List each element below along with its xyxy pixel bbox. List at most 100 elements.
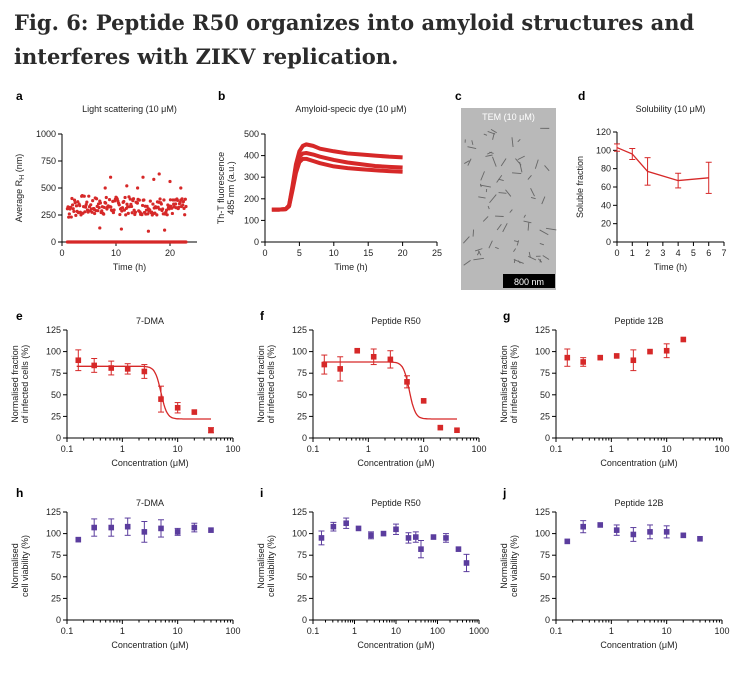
- y-tick-label: 50: [540, 390, 550, 400]
- data-point: [159, 202, 163, 206]
- y-tick-label: 0: [56, 615, 61, 625]
- data-point: [174, 202, 178, 206]
- fibril: [471, 140, 474, 145]
- y-tick-label: 500: [41, 183, 56, 193]
- data-point: [158, 525, 164, 532]
- panel-title: 7-DMA: [136, 498, 164, 508]
- data-point: [158, 396, 164, 402]
- y-axis-label: of infected cells (%): [20, 345, 30, 424]
- data-point: [177, 205, 181, 209]
- panel-i: i Peptide R50 0 25 50 75 100 125 0.1 1 10 100 1000 Co…: [256, 486, 489, 650]
- x-tick-label: 100: [430, 626, 445, 636]
- x-axis-label: Concentration (μM): [111, 640, 188, 650]
- fibril: [528, 251, 531, 258]
- data-point: [125, 202, 129, 206]
- data-point: [455, 546, 462, 552]
- data-point: [580, 523, 586, 530]
- x-tick-label: 1: [120, 626, 125, 636]
- fibril: [539, 242, 545, 246]
- data-point: [613, 527, 620, 533]
- x-tick-label: 100: [714, 626, 729, 636]
- data-point: [175, 198, 180, 203]
- fibril: [500, 158, 507, 167]
- x-tick-label: 100: [225, 626, 240, 636]
- data-point: [104, 195, 108, 200]
- data-point: [75, 536, 82, 543]
- panel-letter: g: [503, 309, 510, 323]
- data-point: [168, 198, 173, 202]
- fibril: [483, 133, 488, 136]
- x-tick-label: 0: [614, 248, 619, 258]
- y-tick-label: 125: [535, 507, 550, 517]
- y-tick-label: 75: [51, 550, 61, 560]
- y-tick-label: 200: [244, 194, 259, 204]
- data-point: [161, 207, 165, 211]
- data-point: [146, 212, 150, 216]
- x-tick-label: 1: [120, 444, 125, 454]
- data-point: [330, 523, 337, 530]
- y-axis-label: Normalised: [10, 543, 20, 589]
- fibril: [511, 137, 514, 148]
- y-tick-label: 25: [297, 593, 307, 603]
- data-point: [120, 206, 125, 210]
- data-point: [180, 197, 184, 201]
- y-tick-label: 0: [254, 237, 259, 247]
- data-point: [157, 207, 162, 211]
- data-point: [170, 211, 174, 216]
- y-tick-label: 0: [545, 433, 550, 443]
- data-point: [208, 527, 214, 533]
- data-point: [613, 353, 620, 359]
- data-point: [463, 560, 470, 566]
- data-point: [647, 529, 653, 535]
- data-point: [91, 199, 95, 203]
- x-tick-label: 15: [363, 248, 373, 258]
- y-tick-label: 0: [302, 433, 307, 443]
- fibril: [517, 260, 521, 264]
- fibril: [539, 259, 542, 263]
- y-axis-label-sub: H: [19, 175, 26, 180]
- y-tick-label: 100: [244, 215, 259, 225]
- data-point: [148, 199, 152, 203]
- x-tick-label: 10: [662, 626, 672, 636]
- fibril: [527, 222, 530, 231]
- x-tick-label: 10: [111, 248, 121, 258]
- panel-title: TEM (10 μM): [482, 112, 535, 122]
- y-tick-label: 0: [51, 237, 56, 247]
- data-point: [597, 522, 604, 528]
- data-point: [181, 203, 185, 207]
- data-point: [109, 205, 113, 209]
- data-point: [76, 200, 80, 204]
- data-point: [663, 529, 670, 535]
- fibril: [544, 165, 550, 172]
- data-point: [162, 198, 166, 202]
- y-axis-label: Normalised fraction: [499, 345, 509, 423]
- panel-title: Peptide R50: [371, 316, 421, 326]
- x-axis-label: Time (h): [654, 262, 687, 272]
- x-axis-label: Concentration (μM): [600, 640, 677, 650]
- x-tick-label: 0.1: [550, 626, 563, 636]
- y-tick-label: 50: [51, 390, 61, 400]
- data-point: [111, 210, 116, 215]
- data-point: [82, 194, 86, 198]
- data-point: [71, 207, 75, 211]
- x-axis-label: Time (h): [113, 262, 146, 272]
- fibril: [494, 246, 499, 250]
- data-point: [91, 524, 97, 531]
- panel-title: Peptide 12B: [614, 498, 663, 508]
- fibril: [479, 184, 491, 188]
- data-point: [91, 362, 97, 369]
- data-point: [125, 184, 129, 188]
- x-tick-label: 100: [714, 444, 729, 454]
- panel-title: Peptide 12B: [614, 316, 663, 326]
- data-point: [83, 205, 88, 209]
- fibril: [487, 205, 490, 210]
- data-point: [104, 201, 108, 205]
- y-tick-label: 80: [601, 164, 611, 174]
- data-point: [119, 227, 123, 231]
- data-point: [126, 211, 130, 215]
- fibril: [477, 250, 482, 256]
- data-point: [580, 359, 586, 365]
- data-point: [96, 209, 100, 213]
- y-axis-label-unit: (nm): [14, 154, 24, 175]
- y-tick-label: 100: [292, 347, 307, 357]
